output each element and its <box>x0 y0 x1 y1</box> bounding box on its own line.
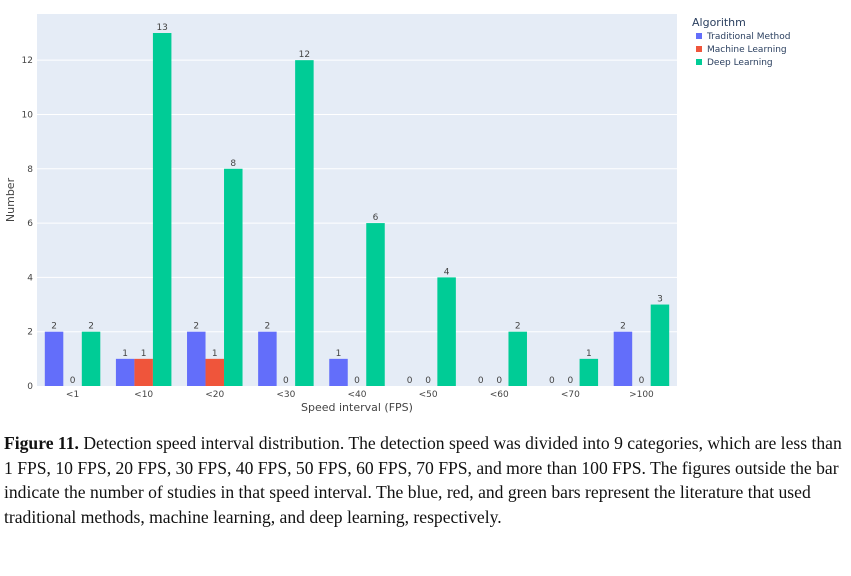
bar-deep-learning <box>224 168 243 386</box>
bar-value-label: 2 <box>193 322 199 332</box>
bar-deep-learning <box>579 358 599 386</box>
x-axis-title: Speed interval (FPS) <box>301 401 413 414</box>
bar-deep-learning <box>508 331 527 386</box>
bar-value-label: 4 <box>444 267 450 277</box>
x-tick-label: <70 <box>561 390 580 400</box>
x-tick-label: <10 <box>134 390 153 400</box>
gridlines <box>37 59 677 333</box>
bar-traditional-method <box>187 331 206 386</box>
bar-value-label: 8 <box>230 159 236 169</box>
bar-value-label: 1 <box>141 349 147 359</box>
bar-deep-learning <box>366 223 385 386</box>
x-tick-label: <40 <box>348 390 367 400</box>
y-tick-label: 2 <box>27 328 33 338</box>
bar-value-label: 0 <box>70 376 76 386</box>
bar-value-label: 1 <box>122 349 128 359</box>
bar-value-label: 0 <box>407 376 413 386</box>
bar-machine-learning <box>134 358 153 386</box>
bar-value-label: 0 <box>478 376 484 386</box>
bar-deep-learning <box>650 304 670 386</box>
bar-traditional-method <box>329 358 348 386</box>
x-tick-label: >100 <box>629 390 654 400</box>
bar-value-label: 3 <box>657 295 663 305</box>
legend-swatch <box>696 59 702 65</box>
y-tick-label: 10 <box>22 110 34 120</box>
y-tick-label: 4 <box>27 273 33 283</box>
bar-value-label: 0 <box>354 376 360 386</box>
figure-caption: Figure 11. Detection speed interval dist… <box>4 431 849 529</box>
legend-item-label: Deep Learning <box>707 58 773 68</box>
bars <box>44 33 670 387</box>
plot-background <box>37 14 677 386</box>
bar-value-label: 12 <box>299 50 310 60</box>
legend-swatch <box>696 46 702 52</box>
bar-value-label: 1 <box>212 349 218 359</box>
bar-machine-learning <box>205 358 225 386</box>
bar-value-label: 0 <box>496 376 502 386</box>
legend-item-label: Machine Learning <box>707 45 787 55</box>
bar-value-label: 1 <box>336 349 342 359</box>
caption-label: Figure 11. <box>4 433 79 453</box>
legend-swatch <box>696 33 702 39</box>
y-tick-label: 6 <box>27 219 33 229</box>
legend: Algorithm Traditional Method Machine Lear… <box>692 16 790 68</box>
bar-value-label: 2 <box>88 322 94 332</box>
y-tick-label: 0 <box>27 382 33 392</box>
y-tick-label: 12 <box>22 56 33 66</box>
bar-value-label: 0 <box>425 376 431 386</box>
bar-value-label: 0 <box>567 376 573 386</box>
bar-value-label: 2 <box>620 322 626 332</box>
bar-traditional-method <box>115 358 135 386</box>
bar-value-label: 2 <box>51 322 57 332</box>
bar-value-label: 6 <box>373 213 379 223</box>
bar-traditional-method <box>44 331 64 386</box>
x-axis-ticks: <1 <10 <20 <30 <40 <50 <60 <70 >100 <box>66 390 654 400</box>
x-tick-label: <60 <box>490 390 509 400</box>
bar-value-label: 1 <box>586 349 592 359</box>
x-tick-label: <30 <box>276 390 295 400</box>
x-tick-label: <20 <box>205 390 224 400</box>
bar-deep-learning <box>81 331 101 386</box>
bar-value-label: 2 <box>515 322 521 332</box>
bar-value-label: 0 <box>283 376 289 386</box>
bar-deep-learning <box>152 33 172 387</box>
bar-deep-learning <box>437 277 456 386</box>
caption-text: Detection speed interval distribution. T… <box>4 433 842 527</box>
bar-deep-learning <box>295 60 314 386</box>
bar-value-label: 0 <box>549 376 555 386</box>
y-tick-label: 8 <box>27 165 33 175</box>
bar-value-label: 0 <box>639 376 645 386</box>
legend-title: Algorithm <box>692 16 746 29</box>
y-axis-ticks: 0 2 4 6 8 10 12 <box>22 56 34 392</box>
bar-traditional-method <box>258 331 277 386</box>
x-tick-label: <50 <box>419 390 438 400</box>
bar-value-label: 2 <box>265 322 271 332</box>
bar-traditional-method <box>613 331 633 386</box>
bar-value-label: 13 <box>156 23 167 33</box>
legend-item-label: Traditional Method <box>706 32 790 42</box>
x-tick-label: <1 <box>66 390 79 400</box>
y-axis-title: Number <box>4 177 17 222</box>
